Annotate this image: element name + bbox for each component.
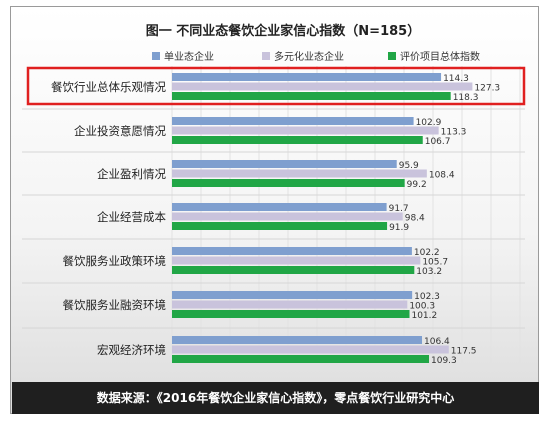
source-footer: 数据来源：《2016年餐饮企业家信心指数》，零点餐饮行业研究中心	[12, 382, 539, 414]
value-label: 106.7	[425, 137, 451, 147]
value-label: 117.5	[451, 347, 477, 357]
bar	[172, 256, 421, 265]
bar	[172, 136, 423, 144]
category-label: 餐饮服务业政策环境	[63, 254, 167, 268]
value-label: 98.4	[405, 214, 425, 224]
legend-label: 评价项目总体指数	[400, 50, 480, 63]
category-label: 宏观经济环境	[97, 343, 166, 357]
value-label: 108.4	[429, 171, 455, 181]
value-label: 102.2	[414, 248, 440, 258]
value-label: 101.2	[411, 311, 437, 321]
bar	[172, 310, 410, 318]
value-label: 95.9	[399, 161, 419, 171]
chart-bars	[172, 73, 473, 363]
chart-title: 图一 不同业态餐饮企业家信心指数（N=185）	[146, 23, 420, 39]
value-label: 106.4	[424, 337, 450, 347]
bar	[172, 203, 387, 211]
bar	[172, 160, 397, 168]
category-label: 餐饮行业总体乐观情况	[51, 80, 166, 94]
value-label: 91.7	[389, 204, 409, 214]
category-label: 企业经营成本	[97, 210, 166, 224]
value-label: 114.3	[443, 74, 469, 84]
value-label: 102.9	[416, 118, 442, 128]
bar	[172, 92, 451, 100]
bar	[172, 266, 415, 274]
value-label: 127.3	[474, 84, 500, 94]
value-label: 100.3	[409, 302, 435, 312]
value-label: 91.9	[389, 223, 409, 233]
value-label: 103.2	[416, 267, 442, 277]
value-label: 118.3	[453, 93, 479, 103]
category-label: 企业投资意愿情况	[74, 124, 166, 138]
legend-swatch	[262, 52, 270, 60]
bar	[172, 300, 408, 309]
value-labels: 114.3127.3118.3102.9113.3106.795.9108.49…	[389, 74, 501, 366]
bar	[172, 179, 405, 187]
value-label: 113.3	[441, 128, 467, 138]
highlight-box	[26, 66, 526, 106]
value-label: 109.3	[431, 356, 457, 366]
bar	[172, 247, 412, 255]
bar	[172, 355, 430, 363]
bar	[172, 336, 423, 344]
category-label: 餐饮服务业融资环境	[63, 298, 167, 312]
bar	[172, 73, 442, 81]
bar	[172, 345, 449, 354]
legend-swatch	[388, 52, 396, 60]
bar	[172, 117, 414, 125]
value-label: 102.3	[414, 292, 440, 302]
bar	[172, 291, 413, 299]
chart-legend: 单业态企业 多元化业态企业 评价项目总体指数	[152, 50, 480, 63]
legend-label: 多元化业态企业	[274, 50, 344, 63]
category-label: 企业盈利情况	[97, 167, 166, 181]
bar	[172, 82, 473, 91]
category-labels: 餐饮行业总体乐观情况企业投资意愿情况企业盈利情况企业经营成本餐饮服务业政策环境餐…	[51, 80, 166, 357]
bar	[172, 222, 388, 230]
value-label: 105.7	[422, 258, 448, 268]
legend-swatch	[152, 52, 160, 60]
bar	[172, 126, 439, 135]
legend-label: 单业态企业	[164, 50, 214, 63]
bar	[172, 212, 403, 221]
value-label: 99.2	[407, 180, 427, 190]
bar	[172, 169, 427, 178]
